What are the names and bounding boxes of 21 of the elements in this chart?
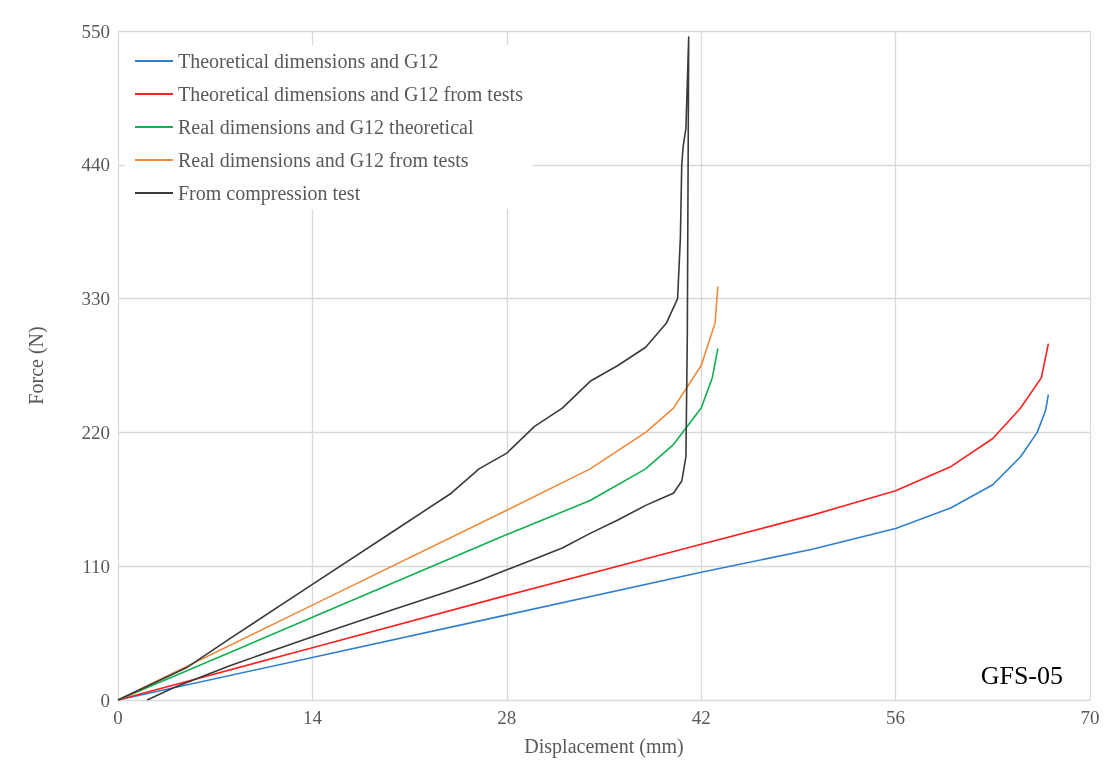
x-tick-label: 42 <box>691 707 711 728</box>
legend-label: Real dimensions and G12 from tests <box>178 149 469 171</box>
y-axis-title: Force (N) <box>25 326 48 405</box>
y-tick-label: 550 <box>81 20 110 42</box>
legend-label: From compression test <box>178 182 361 205</box>
legend-label: Theoretical dimensions and G12 <box>178 50 439 72</box>
x-tick-label: 56 <box>886 707 906 728</box>
line-series <box>117 36 690 701</box>
x-tick-label: 28 <box>497 707 517 728</box>
y-tick-label: 440 <box>81 154 110 176</box>
annotation: GFS-05 <box>980 660 1063 690</box>
x-tick-label: 14 <box>302 707 323 728</box>
legend-label: Real dimensions and G12 theoretical <box>178 116 474 138</box>
y-tick-label: 110 <box>82 555 110 577</box>
y-tick-label: 330 <box>81 288 110 310</box>
x-tick-label: 70 <box>1080 707 1100 728</box>
legend-label: Theoretical dimensions and G12 from tests <box>178 83 524 105</box>
x-axis-title: Displacement (mm) <box>524 735 684 758</box>
y-tick-label: 220 <box>81 421 110 443</box>
y-tick-label: 0 <box>100 689 110 711</box>
x-tick-label: 0 <box>113 707 123 728</box>
